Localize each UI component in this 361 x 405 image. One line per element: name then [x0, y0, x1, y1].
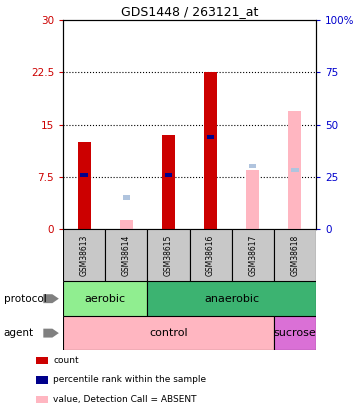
Text: sucrose: sucrose [273, 328, 316, 338]
Bar [63, 229, 105, 281]
Bar [246, 170, 259, 229]
Bar [288, 111, 301, 229]
Bar [63, 281, 147, 316]
Bar [165, 173, 172, 177]
Text: protocol: protocol [4, 294, 46, 304]
Bar [190, 229, 232, 281]
Title: GDS1448 / 263121_at: GDS1448 / 263121_at [121, 5, 258, 18]
Text: GSM38617: GSM38617 [248, 234, 257, 276]
Text: percentile rank within the sample: percentile rank within the sample [53, 375, 206, 384]
Bar [274, 316, 316, 350]
Text: GSM38614: GSM38614 [122, 234, 131, 276]
Text: GSM38615: GSM38615 [164, 234, 173, 276]
Bar [162, 135, 175, 229]
Bar [249, 164, 256, 168]
Text: GSM38613: GSM38613 [80, 234, 89, 276]
Bar [291, 168, 299, 172]
Bar [207, 135, 214, 139]
Text: GSM38618: GSM38618 [290, 234, 299, 276]
Text: count: count [53, 356, 79, 365]
Text: GSM38616: GSM38616 [206, 234, 215, 276]
Bar [120, 220, 132, 229]
Text: control: control [149, 328, 188, 338]
Bar [63, 316, 274, 350]
Bar [232, 229, 274, 281]
Bar [81, 173, 88, 177]
Text: anaerobic: anaerobic [204, 294, 259, 304]
Text: value, Detection Call = ABSENT: value, Detection Call = ABSENT [53, 395, 197, 404]
Bar [105, 229, 147, 281]
Bar [122, 196, 130, 200]
Bar [147, 229, 190, 281]
Bar [78, 142, 91, 229]
Bar [147, 281, 316, 316]
Text: agent: agent [4, 328, 34, 338]
Bar [274, 229, 316, 281]
Text: aerobic: aerobic [85, 294, 126, 304]
Bar [204, 72, 217, 229]
